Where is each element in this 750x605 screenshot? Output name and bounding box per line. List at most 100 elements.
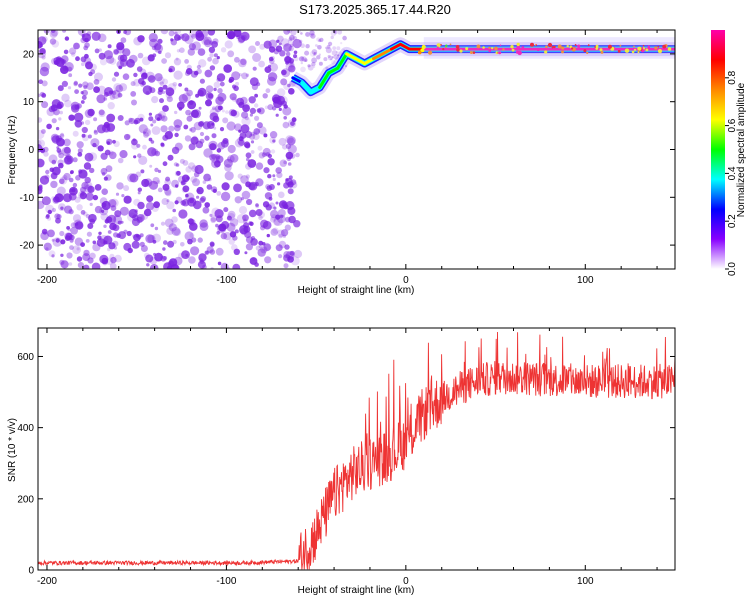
noise-blob: [252, 53, 262, 62]
noise-blob: [173, 228, 182, 236]
noise-blob: [70, 52, 76, 57]
noise-blob: [131, 240, 140, 249]
ridge-speck: [566, 45, 569, 48]
noise-blob: [285, 51, 291, 57]
noise-blob: [254, 103, 259, 108]
noise-blob: [96, 238, 106, 247]
noise-blob: [63, 49, 69, 55]
noise-blob: [202, 264, 207, 269]
noise-blob: [93, 79, 100, 85]
noise-blob: [161, 58, 168, 64]
noise-blob: [264, 105, 269, 110]
ridge-speck: [456, 48, 460, 52]
noise-blob: [157, 112, 162, 117]
noise-blob: [111, 77, 117, 82]
noise-blob: [152, 53, 157, 58]
ridge-speck: [619, 44, 622, 47]
noise-blob: [259, 43, 266, 50]
noise-blob: [278, 254, 283, 259]
noise-blob: [123, 30, 127, 34]
noise-blob: [47, 216, 51, 221]
noise-blob: [81, 89, 88, 96]
noise-blob: [213, 126, 217, 130]
noise-blob: [265, 152, 271, 157]
noise-blob: [115, 84, 124, 93]
noise-blob: [190, 136, 199, 145]
noise-blob: [241, 34, 247, 40]
noise-blob: [62, 193, 72, 203]
colorbar-tick-label: 0.6: [727, 118, 738, 132]
noise-blob: [238, 129, 242, 133]
noise-blob: [276, 39, 280, 43]
noise-blob: [227, 31, 235, 40]
noise-blob: [190, 176, 197, 183]
noise-blob: [101, 257, 109, 265]
noise-blob: [258, 126, 267, 135]
noise-blob: [227, 210, 236, 219]
noise-blob: [84, 53, 89, 59]
noise-blob: [209, 249, 216, 255]
noise-blob: [196, 195, 200, 199]
noise-blob: [184, 87, 189, 92]
noise-blob: [178, 209, 188, 219]
noise-blob: [164, 131, 173, 140]
noise-blob: [275, 244, 283, 252]
noise-blob: [111, 89, 121, 99]
noise-blob: [69, 234, 75, 241]
noise-blob: [162, 84, 168, 90]
noise-blob: [224, 40, 233, 49]
noise-blob: [313, 65, 316, 68]
noise-blob: [174, 142, 183, 151]
noise-blob: [168, 258, 178, 267]
noise-blob: [101, 124, 111, 133]
ridge-speck: [643, 47, 646, 50]
noise-blob: [290, 30, 297, 36]
noise-blob: [241, 116, 251, 127]
noise-blob: [245, 174, 250, 179]
noise-blob: [158, 50, 162, 55]
noise-blob: [78, 83, 83, 88]
noise-blob: [255, 128, 261, 134]
noise-blob: [223, 207, 229, 213]
ridge-speck: [510, 45, 514, 49]
noise-blob: [61, 93, 70, 103]
noise-blob: [93, 86, 100, 93]
noise-blob: [147, 147, 157, 157]
x-tick-label: 100: [577, 576, 594, 587]
noise-blob: [304, 59, 307, 62]
noise-blob: [177, 36, 182, 41]
noise-blob: [305, 32, 310, 37]
noise-blob: [255, 41, 260, 46]
noise-blob: [227, 155, 235, 163]
ridge-speck: [488, 49, 492, 53]
noise-blob: [120, 37, 127, 44]
noise-blob: [289, 250, 295, 256]
noise-blob: [304, 50, 310, 56]
noise-blob: [272, 174, 276, 178]
noise-blob: [145, 91, 150, 96]
noise-blob: [176, 170, 181, 176]
noise-blob: [101, 209, 105, 213]
noise-blob: [325, 66, 329, 70]
noise-blob: [133, 198, 141, 206]
noise-blob: [249, 107, 256, 114]
noise-blob: [119, 150, 128, 159]
noise-blob: [228, 238, 235, 245]
noise-blob: [84, 176, 91, 184]
noise-blob: [81, 181, 89, 190]
noise-blob: [327, 54, 331, 59]
noise-blob: [84, 42, 90, 48]
noise-blob: [284, 216, 291, 223]
ridge-speck: [574, 44, 577, 46]
noise-blob: [222, 138, 229, 144]
colorbar: 0.0 0.2 0.4 0.6 0.8 Normalized spectral ampl…: [711, 30, 747, 276]
noise-blob: [284, 244, 290, 250]
ridge-speck: [657, 45, 660, 48]
noise-blob: [288, 65, 296, 73]
noise-blob: [223, 64, 232, 73]
ridge-speck: [494, 46, 498, 51]
noise-blob: [221, 182, 230, 191]
noise-blob: [209, 65, 216, 71]
noise-blob: [285, 135, 294, 144]
noise-blob: [70, 170, 74, 174]
